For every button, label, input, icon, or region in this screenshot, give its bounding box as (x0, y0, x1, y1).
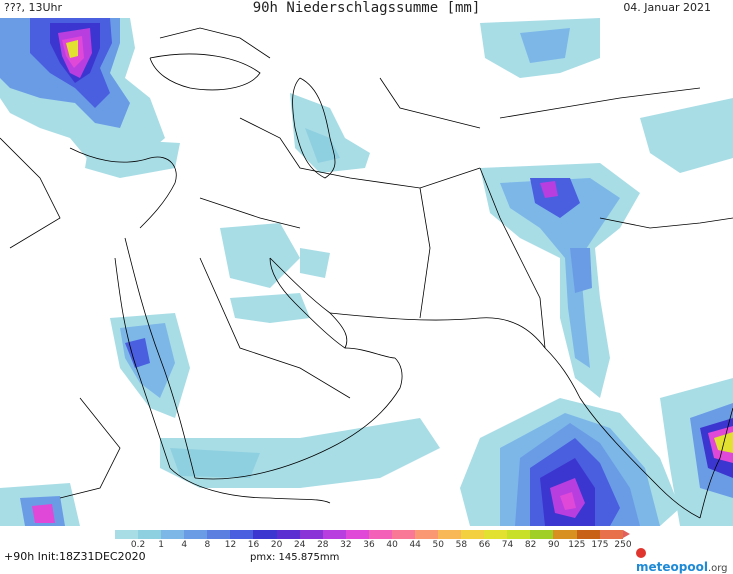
colorbar-tick-label: 250 (614, 540, 632, 550)
meteopool-logo[interactable]: meteopool.org (636, 546, 733, 574)
colorbar-tick-label: 90 (547, 540, 560, 550)
colorbar-overflow-arrow (623, 530, 630, 538)
colorbar-tick-label: 66 (478, 540, 491, 550)
map-footer: 0.2 1 4 8 12 16 20 24 28 32 36 40 44 50 58 66 74 82 90 125 1… (0, 526, 733, 574)
map-title: 90h Niederschlagssumme [mm] (252, 0, 481, 16)
colorbar-tick-label: 12 (224, 540, 237, 550)
colorbar-tick-label: 50 (432, 540, 444, 550)
max-precipitation-label: pmx: 145.875mm (250, 552, 340, 563)
colorbar-tick-label: 36 (363, 540, 375, 550)
colorbar-tick-label: 58 (455, 540, 468, 550)
colorbar-segment (461, 530, 485, 539)
colorbar-tick-label: 1 (158, 540, 165, 550)
map-header: ???, 13Uhr 90h Niederschlagssumme [mm] 0… (0, 0, 733, 18)
colorbar-tick-label: 40 (386, 540, 398, 550)
colorbar-segment (368, 530, 392, 539)
map-canvas (0, 18, 733, 526)
colorbar-tick-label: 24 (293, 540, 306, 550)
colorbar-segment (184, 530, 208, 539)
colorbar-segment (599, 530, 623, 539)
colorbar-segment (230, 530, 254, 539)
colorbar-segment (161, 530, 185, 539)
precipitation-fields (0, 18, 733, 526)
colorbar-segment (345, 530, 369, 539)
logo-tld: .org (707, 563, 728, 574)
colorbar-tick-label: 74 (501, 540, 514, 550)
colorbar-segment (415, 530, 439, 539)
borders (0, 27, 733, 519)
colorbar-tick-label: 28 (317, 540, 329, 550)
colorbar-tick-label: 4 (181, 540, 188, 550)
colorbar-tick-label: 16 (247, 540, 260, 550)
colorbar-segment (299, 530, 323, 539)
colorbar-segment (576, 530, 600, 539)
colorbar-segment (276, 530, 300, 539)
logo-dot-icon (636, 548, 646, 558)
colorbar-segment (115, 530, 139, 539)
colorbar-segment (507, 530, 531, 539)
colorbar-tick-label: 8 (204, 540, 211, 550)
colorbar-tick-label: 44 (409, 540, 421, 550)
colorbar-tick-label: 175 (591, 540, 609, 550)
forecast-time-label: ???, 13Uhr (4, 1, 63, 14)
init-time-label: +90h Init:18Z31DEC2020 (4, 550, 146, 563)
colorbar-tick-label: 125 (568, 540, 586, 550)
colorbar-segment (530, 530, 554, 539)
colorbar-segment (253, 530, 277, 539)
colorbar-segment (438, 530, 462, 539)
colorbar-segment (391, 530, 416, 539)
colorbar-segment (322, 530, 346, 539)
colorbar-tick-label: 0.2 (130, 540, 146, 550)
colorbar-tick-label: 20 (270, 540, 283, 550)
colorbar-tick-label: 32 (340, 540, 352, 550)
colorbar-segment (484, 530, 508, 539)
precipitation-map (0, 18, 733, 526)
colorbar-segment (207, 530, 231, 539)
forecast-date: 04. Januar 2021 (623, 1, 711, 14)
logo-brand: meteopool (636, 560, 708, 574)
precipitation-colorbar (115, 530, 623, 539)
colorbar-tick-label: 82 (524, 540, 537, 550)
colorbar-segment (553, 530, 577, 539)
colorbar-segment (138, 530, 162, 539)
